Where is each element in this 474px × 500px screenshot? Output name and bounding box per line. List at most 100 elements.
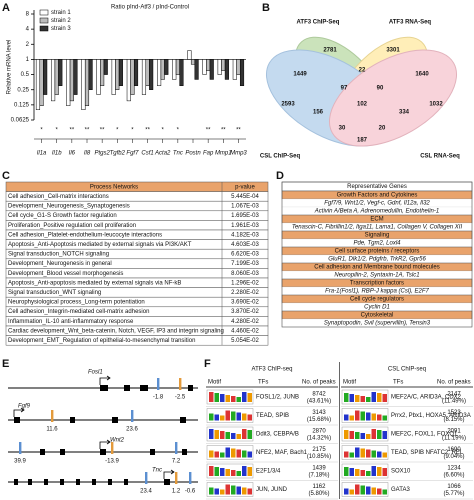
tfs: NFE2, MAF, Bach1 xyxy=(256,450,308,456)
table-cell: 4.460E-02 xyxy=(231,328,259,334)
motif-letter xyxy=(355,432,360,439)
gene-list: Tenascin-C, Fibrillin1/2, Itga11, Lama1,… xyxy=(292,225,463,231)
peaks-percent: (43.61%) xyxy=(307,399,331,405)
column-header: Motif xyxy=(343,380,356,386)
significance: * xyxy=(116,128,119,134)
motif-letter xyxy=(366,412,371,421)
x-tick-label: Il6 xyxy=(69,151,76,157)
motif-letter xyxy=(247,414,252,421)
peaks-percent: (11.19%) xyxy=(442,436,466,442)
tfs: GATA3 xyxy=(391,487,410,493)
column-header: No. of peaks xyxy=(437,380,471,386)
peaks-percent: (6.60%) xyxy=(443,473,464,479)
table-cell: 1.296E-02 xyxy=(231,280,259,286)
motif-letter xyxy=(231,485,236,495)
bar xyxy=(66,59,71,106)
exon xyxy=(140,385,148,391)
motif-letter xyxy=(247,430,252,439)
motif-letter xyxy=(231,470,236,476)
exon xyxy=(28,479,32,485)
panel-label: A xyxy=(2,2,10,14)
table-cell: Development_Neurogenesis in general xyxy=(8,261,112,267)
panel-label: B xyxy=(262,2,270,14)
bar xyxy=(232,59,237,80)
bar xyxy=(149,59,154,90)
motif-letter xyxy=(220,489,225,495)
column-header: Motif xyxy=(208,380,221,386)
gene-list: Cyclin D1 xyxy=(364,305,390,311)
x-tick-label: Il1a xyxy=(37,151,47,157)
bar xyxy=(190,59,196,65)
x-tick-label: Csf1 xyxy=(141,151,153,157)
tfs: TEAD, SPIB NFATC2, REL xyxy=(391,450,464,456)
y-tick-label: 4 xyxy=(26,27,30,33)
table-cell: 5.445E-04 xyxy=(231,194,259,200)
section-title: Cell adhesion and Membrane bound molecul… xyxy=(314,265,439,271)
motif-letter xyxy=(231,396,236,402)
y-tick-label: 0.25 xyxy=(17,87,29,93)
bar xyxy=(43,59,48,95)
bar xyxy=(209,59,214,80)
motif-letter xyxy=(209,392,214,402)
peaks-percent: (10.85%) xyxy=(307,454,331,460)
exon xyxy=(70,417,75,423)
y-axis-label: Relative mRNA level xyxy=(7,40,13,95)
motif-letter xyxy=(242,487,247,495)
table-cell: 8.060E-03 xyxy=(231,271,259,277)
venn-set xyxy=(328,49,458,147)
gene-list: Neuropilin-2, Syntaxin-1A, Tslc1 xyxy=(334,273,419,279)
motif-letter xyxy=(214,430,219,439)
exon xyxy=(150,449,155,455)
y-tick-label: 0.125 xyxy=(14,102,30,108)
bar xyxy=(130,59,135,95)
motif-letter xyxy=(355,484,360,495)
binding-site xyxy=(111,442,114,454)
motif-letter xyxy=(242,450,247,458)
venn-count: 1032 xyxy=(429,102,443,108)
significance: ** xyxy=(100,128,105,134)
x-tick-label: Postn xyxy=(185,151,201,157)
venn-count: 2781 xyxy=(323,48,337,54)
motif-letter xyxy=(371,429,376,439)
venn-count: 90 xyxy=(377,86,384,92)
motif-letter xyxy=(382,415,387,421)
binding-site xyxy=(189,472,192,484)
gene-list: Synaptopodin, Svil (supervillin), Tensin… xyxy=(324,321,431,327)
peaks: 1690 xyxy=(447,447,461,453)
panel-label: D xyxy=(276,170,284,182)
motif-letter xyxy=(220,394,225,402)
motif-letter xyxy=(236,412,241,421)
venn-count: 3301 xyxy=(386,48,400,54)
bar xyxy=(187,50,192,60)
table-cell: Apoptosis_Anti-apoptosis mediated by ext… xyxy=(8,280,181,286)
table-cell: 4.603E-03 xyxy=(231,242,259,248)
exon xyxy=(112,417,118,423)
binding-site xyxy=(131,410,134,422)
motif-letter xyxy=(209,413,214,421)
venn-set-label: CSL RNA-Seq xyxy=(420,154,460,160)
bar xyxy=(111,59,116,95)
significance: * xyxy=(40,128,43,134)
motif-letter xyxy=(231,411,236,421)
gene-name: Fgf9 xyxy=(18,404,31,410)
x-tick-label: Il1b xyxy=(52,151,62,157)
motif-letter xyxy=(371,392,376,402)
bar xyxy=(88,59,93,90)
venn-count: 1640 xyxy=(415,72,429,78)
table-cell: Development_Neurogenesis_Synaptogenesis xyxy=(8,204,130,210)
table-cell: 3.870E-02 xyxy=(231,309,259,315)
venn-count: 20 xyxy=(379,126,386,132)
x-tick-label: Mmp1 xyxy=(215,151,232,157)
section-title: Signaling xyxy=(365,233,390,239)
table-cell: Cell adhesion_Platelet-endothelium-leuco… xyxy=(8,232,162,238)
site-distance: 1.2 xyxy=(172,489,181,495)
venn-count: 30 xyxy=(339,126,346,132)
significance: ** xyxy=(221,128,226,134)
significance: * xyxy=(131,128,134,134)
x-tick-label: Mmp3 xyxy=(230,151,247,157)
motif-letter xyxy=(344,467,349,476)
x-tick-label: Fgf7 xyxy=(126,151,139,157)
motif-letter xyxy=(349,468,354,476)
binding-site xyxy=(175,442,178,454)
